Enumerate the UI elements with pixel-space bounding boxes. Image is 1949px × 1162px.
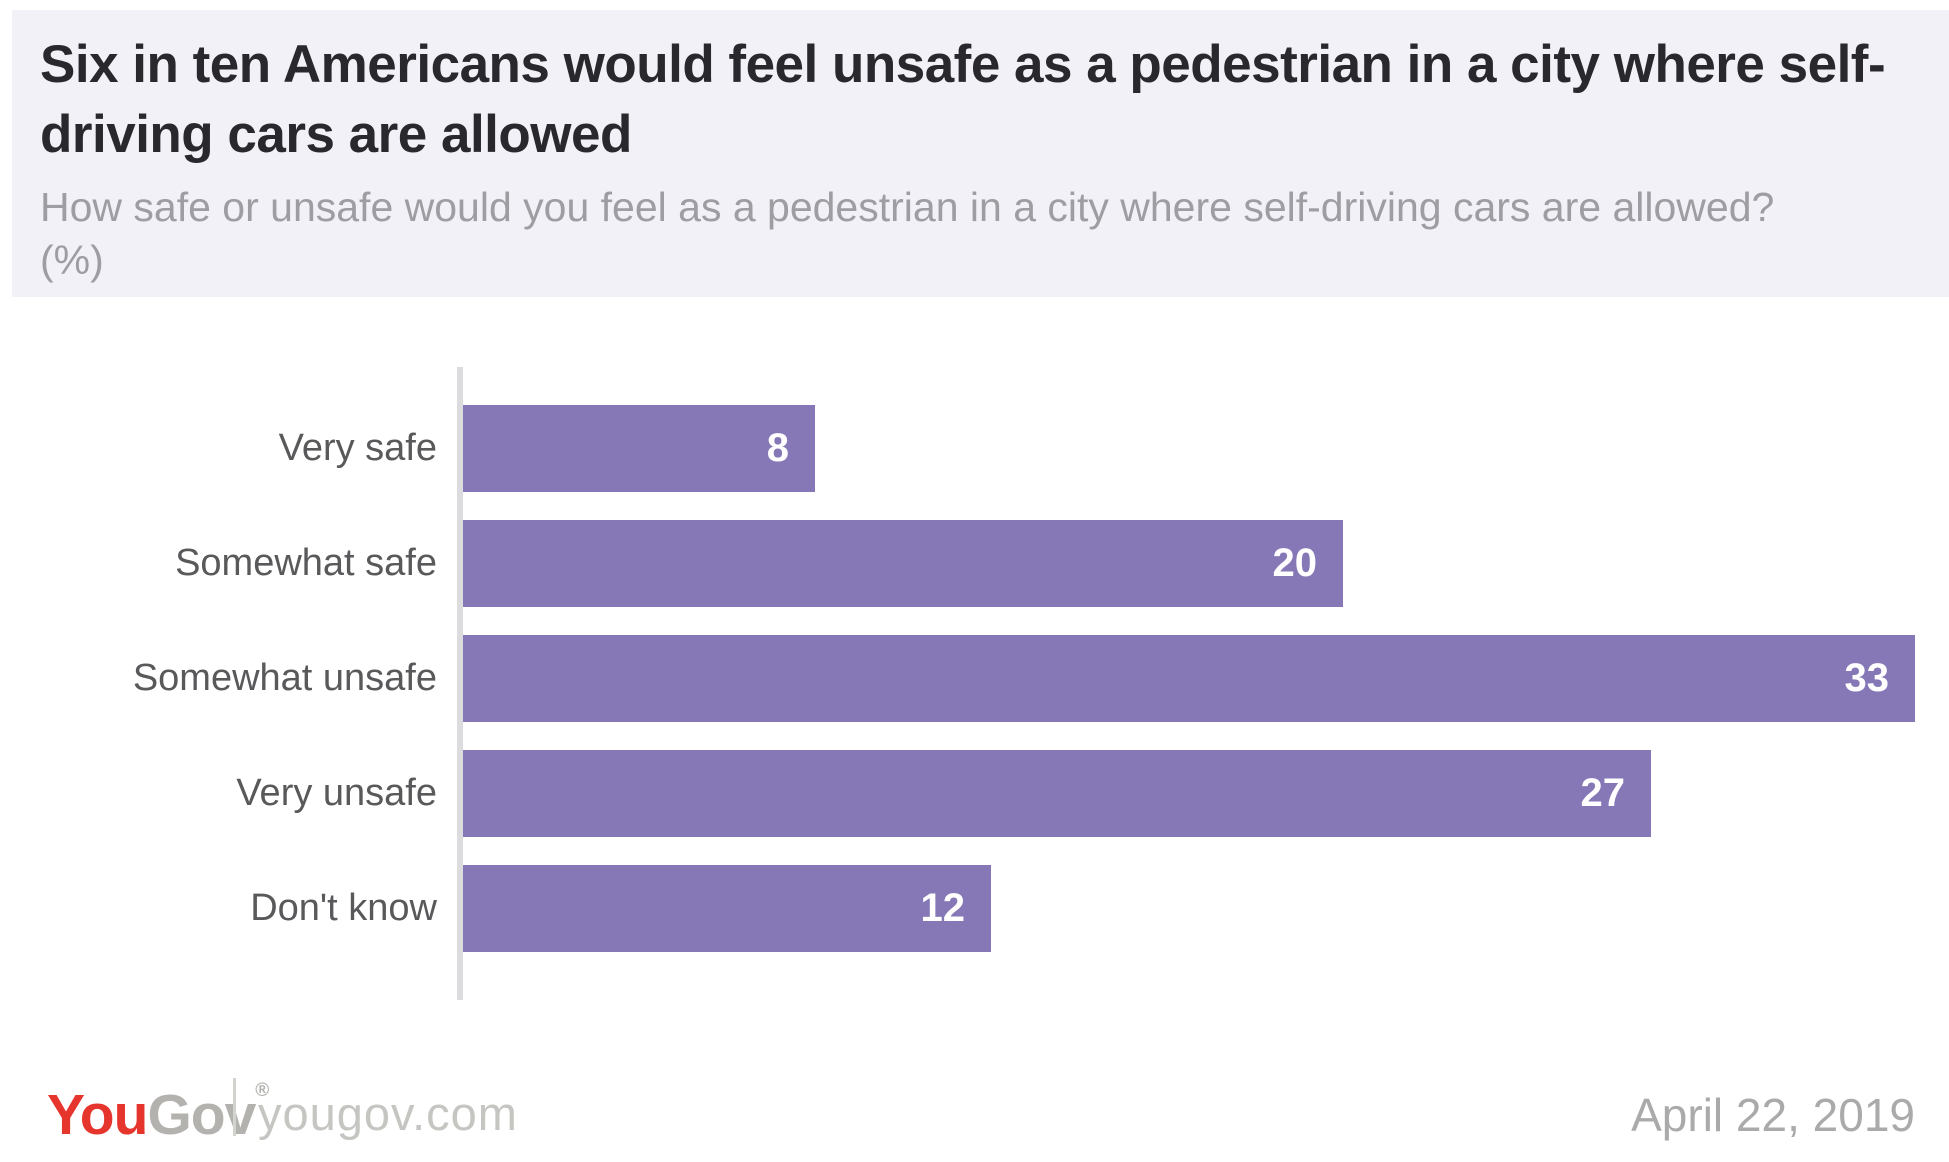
bar-value-label: 12 [920, 886, 966, 930]
bar: 27 [463, 750, 1651, 837]
bar: 12 [463, 865, 991, 952]
bar-row: Very unsafe 27 [0, 750, 1949, 837]
bar-row: Don't know 12 [0, 865, 1949, 952]
logo-you-text: You [47, 1083, 148, 1147]
bar-value-label: 8 [766, 426, 789, 470]
y-axis-line [457, 367, 463, 1000]
bar: 33 [463, 635, 1915, 722]
bar-row: Somewhat unsafe 33 [0, 635, 1949, 722]
category-label: Somewhat unsafe [132, 657, 437, 699]
bar-value-label: 27 [1580, 771, 1626, 815]
publish-date: April 22, 2019 [1631, 1089, 1915, 1141]
category-label: Very unsafe [236, 772, 437, 814]
chart-title: Six in ten Americans would feel unsafe a… [40, 35, 1886, 165]
yougov-logo: YouGov® [47, 1080, 269, 1148]
yougov-url: yougov.com [258, 1087, 518, 1140]
category-label: Very safe [278, 427, 437, 469]
header-band: Six in ten Americans would feel unsafe a… [12, 10, 1949, 297]
registered-mark-icon: ® [255, 1080, 270, 1101]
bar-value-label: 33 [1844, 656, 1890, 700]
footer-divider [233, 1078, 236, 1136]
chart-subtitle: How safe or unsafe would you feel as a p… [40, 183, 1775, 284]
bar-row: Very safe 8 [0, 405, 1949, 492]
category-label: Don't know [250, 887, 437, 929]
bar: 8 [463, 405, 815, 492]
bar-row: Somewhat safe 20 [0, 520, 1949, 607]
bar-value-label: 20 [1272, 541, 1318, 585]
bar: 20 [463, 520, 1343, 607]
logo-gov-text: Gov [147, 1083, 256, 1147]
category-label: Somewhat safe [175, 542, 437, 584]
